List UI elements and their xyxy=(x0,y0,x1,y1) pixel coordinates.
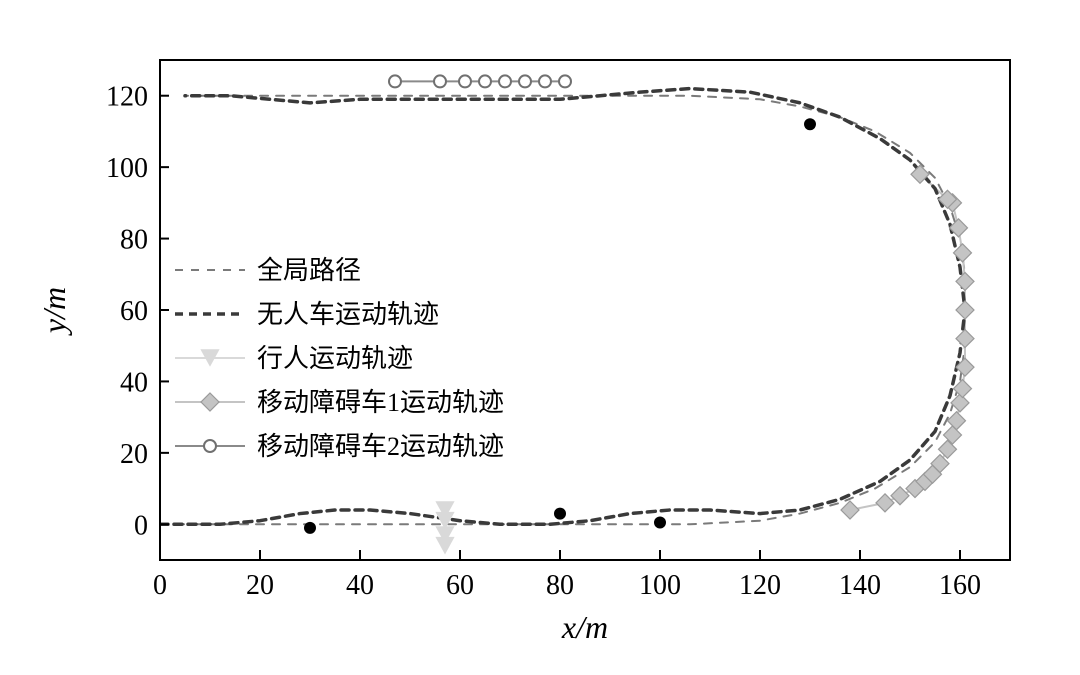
ytick-label: 120 xyxy=(106,82,148,113)
xtick-label: 60 xyxy=(446,570,474,601)
legend-label: 移动障碍车1运动轨迹 xyxy=(257,388,504,417)
ytick-label: 80 xyxy=(120,225,148,256)
xtick-label: 40 xyxy=(346,570,374,601)
xtick-label: 80 xyxy=(546,570,574,601)
trajectory-chart: 0 20 40 60 80 100 120 140 160 0 20 40 60 80 100 120 x/m y… xyxy=(0,0,1080,675)
legend-label: 行人运动轨迹 xyxy=(257,344,413,373)
ytick-label: 60 xyxy=(120,296,148,327)
x-axis-label: x/m xyxy=(561,609,608,645)
xtick-label: 0 xyxy=(153,570,167,601)
xtick-label: 120 xyxy=(739,570,781,601)
xtick-label: 100 xyxy=(639,570,681,601)
legend-label: 无人车运动轨迹 xyxy=(257,300,439,329)
ytick-label: 0 xyxy=(134,510,148,541)
xtick-label: 140 xyxy=(839,570,881,601)
ytick-label: 20 xyxy=(120,439,148,470)
legend-label: 全局路径 xyxy=(257,256,361,285)
ytick-label: 100 xyxy=(106,153,148,184)
legend-label: 移动障碍车2运动轨迹 xyxy=(257,432,504,461)
y-axis-label: y/m xyxy=(36,287,72,336)
xtick-label: 20 xyxy=(246,570,274,601)
xtick-label: 160 xyxy=(939,570,981,601)
ytick-label: 40 xyxy=(120,367,148,398)
